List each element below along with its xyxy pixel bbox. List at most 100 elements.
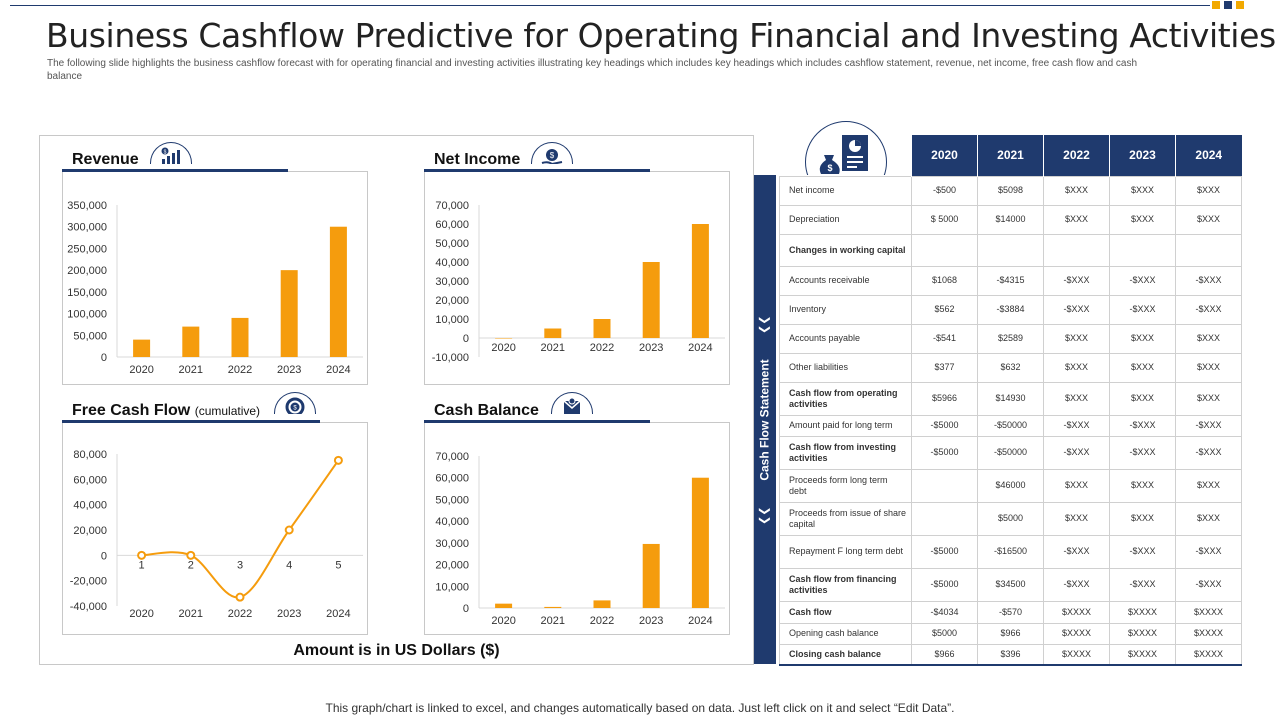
svg-text:$: $ bbox=[827, 163, 832, 173]
x-tick-label: 2023 bbox=[639, 615, 663, 627]
table-cell: -$5000 bbox=[911, 534, 978, 569]
table-cell: $XXX bbox=[1175, 175, 1242, 206]
table-cell: $XXX bbox=[1175, 323, 1242, 354]
table-row: Amount paid for long term -$5000 -$50000 -$… bbox=[779, 414, 1242, 437]
y-tick-label: 30,000 bbox=[435, 276, 469, 288]
table-cell: -$XXX bbox=[1175, 435, 1242, 470]
free-cash-flow-title-text: Free Cash Flow bbox=[72, 402, 191, 419]
row-label: Cash flow from operating activities bbox=[779, 381, 912, 416]
svg-text:$: $ bbox=[293, 406, 297, 412]
table-cell: $XXX bbox=[1109, 204, 1176, 235]
y-tick-label: 200,000 bbox=[67, 265, 107, 277]
table-cell: $5000 bbox=[977, 501, 1044, 536]
y-tick-label: -10,000 bbox=[432, 352, 469, 364]
table-cell: $966 bbox=[911, 643, 978, 666]
bar bbox=[495, 338, 513, 339]
x-tick-label: 2023 bbox=[277, 608, 301, 620]
cash-balance-title: Cash Balance bbox=[434, 402, 539, 419]
y-tick-label: 300,000 bbox=[67, 222, 107, 234]
table-cell: $XXXX bbox=[1175, 600, 1242, 624]
table-header-row: 2020 2021 2022 2023 2024 bbox=[780, 135, 1242, 176]
table-cell: -$541 bbox=[911, 323, 978, 354]
table-header-year: 2024 bbox=[1175, 135, 1242, 176]
y-tick-label: 40,000 bbox=[435, 516, 469, 528]
cash-flow-sidebar-label: Cash Flow Statement bbox=[754, 175, 776, 664]
y-tick-label: 10,000 bbox=[435, 581, 469, 593]
table-cell bbox=[911, 468, 978, 503]
point-label: 2 bbox=[188, 559, 194, 571]
table-cell: $XXX bbox=[1043, 501, 1110, 536]
data-point bbox=[235, 592, 245, 602]
table-cell: -$XXX bbox=[1175, 567, 1242, 602]
data-point bbox=[333, 455, 343, 465]
x-tick-label: 2021 bbox=[179, 608, 203, 620]
table-cell bbox=[1175, 233, 1242, 267]
table-cell: -$XXX bbox=[1043, 534, 1110, 569]
table-cell: $1068 bbox=[911, 265, 978, 296]
table-cell: -$4034 bbox=[911, 600, 978, 624]
row-label: Inventory bbox=[779, 294, 912, 325]
x-tick-label: 2022 bbox=[228, 608, 252, 620]
free-cash-flow-panel: -40,000 -20,000 0 20,000 40,000 60,000 80,000 1… bbox=[62, 422, 368, 635]
net-income-underline bbox=[424, 169, 650, 172]
amount-note: Amount is in US Dollars ($) bbox=[293, 642, 500, 659]
table-row: Proceeds from issue of share capital $500… bbox=[779, 501, 1242, 536]
x-tick-label: 2022 bbox=[590, 615, 614, 627]
bar bbox=[182, 326, 200, 357]
x-tick-label: 2022 bbox=[590, 342, 614, 354]
bar bbox=[691, 477, 709, 608]
y-tick-label: 70,000 bbox=[435, 451, 469, 463]
x-tick-label: 2020 bbox=[491, 342, 515, 354]
cash-balance-panel: 0 10,000 20,000 30,000 40,000 50,000 60,000 70,… bbox=[424, 422, 730, 635]
table-header-year: 2021 bbox=[977, 135, 1044, 176]
table-row: Cash flow from operating activities $5966… bbox=[779, 381, 1242, 416]
table-cell: $XXXX bbox=[1175, 643, 1242, 666]
point-label: 4 bbox=[286, 559, 292, 571]
table-row: Closing cash balance $966 $396 $XXXX $XXXX $X… bbox=[779, 643, 1242, 666]
table-cell bbox=[977, 233, 1044, 267]
bar bbox=[329, 226, 347, 357]
row-label: Proceeds form long term debt bbox=[779, 468, 912, 503]
y-tick-label: -40,000 bbox=[70, 601, 107, 613]
footer-note: This graph/chart is linked to excel, and… bbox=[325, 701, 955, 715]
table-cell: $XXXX bbox=[1043, 643, 1110, 666]
table-row: Cash flow from financing activities -$500… bbox=[779, 567, 1242, 602]
table-cell: -$50000 bbox=[977, 435, 1044, 470]
table-cell: -$500 bbox=[911, 175, 978, 206]
row-label: Closing cash balance bbox=[779, 643, 912, 666]
table-cell: $XXX bbox=[1043, 204, 1110, 235]
y-tick-label: 50,000 bbox=[73, 330, 107, 342]
table-cell: $966 bbox=[977, 622, 1044, 645]
row-label: Cash flow bbox=[779, 600, 912, 624]
y-tick-label: 50,000 bbox=[435, 494, 469, 506]
charts-frame bbox=[39, 135, 754, 665]
x-tick-label: 2020 bbox=[491, 615, 515, 627]
table-cell: $XXX bbox=[1175, 204, 1242, 235]
table-cell: $14930 bbox=[977, 381, 1044, 416]
table-cell: $XXX bbox=[1175, 381, 1242, 416]
table-cell: $XXX bbox=[1109, 175, 1176, 206]
table-cell: -$5000 bbox=[911, 567, 978, 602]
cash-balance-chart: 0 10,000 20,000 30,000 40,000 50,000 60,000 70,… bbox=[435, 451, 725, 627]
cash-flow-label-text: Cash Flow Statement bbox=[758, 358, 773, 481]
y-tick-label: 20,000 bbox=[435, 295, 469, 307]
table-cell bbox=[911, 233, 978, 267]
accent-square bbox=[1224, 1, 1232, 9]
table-cell: $XXX bbox=[1109, 501, 1176, 536]
net-income-title: Net Income bbox=[434, 151, 521, 168]
y-tick-label: 0 bbox=[101, 352, 107, 364]
table-cell: -$XXX bbox=[1043, 414, 1110, 437]
free-cash-flow-title: Free Cash Flow (cumulative) bbox=[72, 402, 260, 420]
y-tick-label: 80,000 bbox=[73, 449, 107, 461]
row-label: Depreciation bbox=[779, 204, 912, 235]
table-header-year: 2020 bbox=[911, 135, 978, 176]
table-cell: -$XXX bbox=[1043, 435, 1110, 470]
accent-square bbox=[1236, 1, 1244, 9]
x-tick-label: 2024 bbox=[326, 608, 350, 620]
svg-text:$: $ bbox=[550, 151, 555, 160]
y-tick-label: 350,000 bbox=[67, 200, 107, 212]
table-row: Cash flow -$4034 -$570 $XXXX $XXXX $XXXX bbox=[779, 600, 1242, 624]
y-tick-label: 30,000 bbox=[435, 538, 469, 550]
net-income-chart: -10,000 0 10,000 20,000 30,000 40,000 50,000 60… bbox=[432, 200, 725, 364]
table-cell: $5000 bbox=[911, 622, 978, 645]
